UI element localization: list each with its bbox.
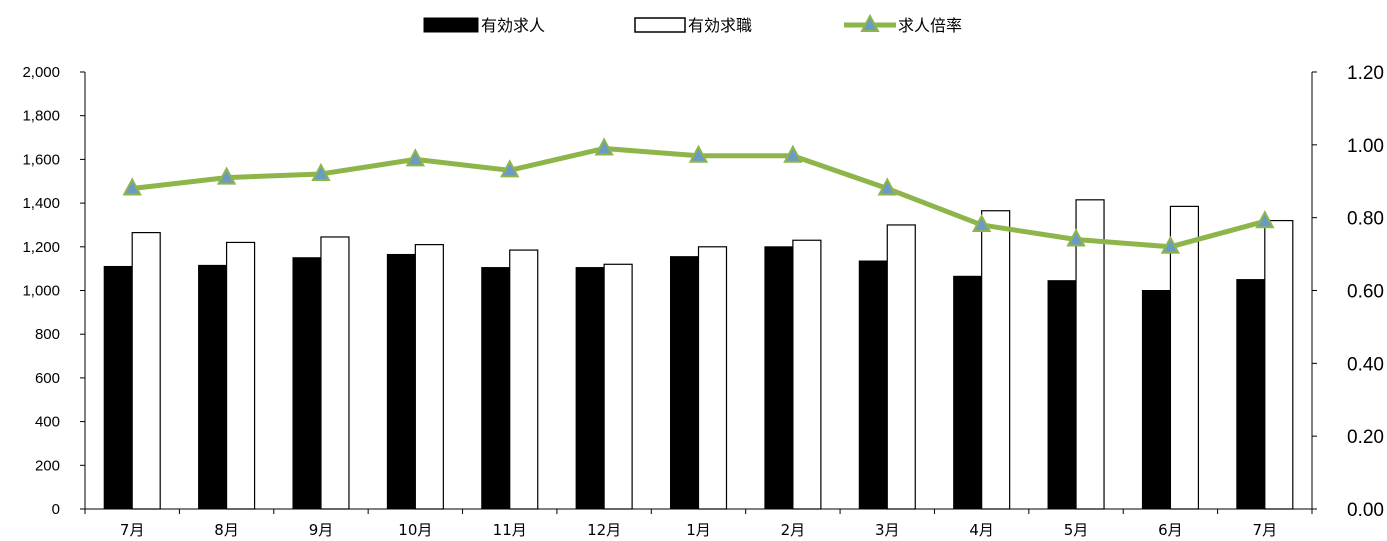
x-tick-label: 11月	[493, 521, 527, 539]
legend-label-job-seekers: 有効求職	[688, 16, 752, 35]
bars	[103, 199, 1294, 510]
ratio-marker	[311, 162, 331, 181]
ratio-marker	[1160, 235, 1181, 254]
bar-job-seekers	[1169, 205, 1200, 510]
y-left-tick-label: 1,200	[22, 239, 60, 256]
x-tick-label: 5月	[1064, 521, 1089, 539]
bar-job-seekers	[981, 210, 1011, 510]
x-tick-label: 7月	[1253, 521, 1278, 539]
legend-swatch-job-seekers	[634, 17, 686, 33]
bar-job-seekers	[1075, 199, 1105, 510]
bar-job-openings	[198, 264, 228, 510]
y-right-tick-label: 0.00	[1347, 500, 1384, 521]
bar-job-openings	[292, 257, 322, 510]
y-left-tick-label: 800	[35, 326, 60, 343]
bar-job-seekers	[603, 263, 633, 510]
x-tick-label: 4月	[969, 521, 994, 539]
bar-job-openings	[953, 275, 983, 510]
legend: 有効求人 有効求職 求人倍率	[423, 13, 962, 35]
bar-job-seekers	[1264, 219, 1294, 510]
y-left-tick-label: 400	[35, 414, 60, 431]
y-left-tick-label: 1,000	[22, 283, 60, 300]
bar-job-openings	[764, 246, 794, 510]
ratio-marker	[500, 159, 520, 178]
bar-job-seekers	[697, 246, 728, 510]
bar-job-seekers	[792, 239, 822, 510]
legend-swatch-job-openings	[423, 17, 479, 33]
ratio-line-series	[122, 137, 1275, 254]
y-left-tick-label: 1,800	[22, 108, 60, 125]
ratio-marker	[971, 213, 992, 232]
x-tick-label: 6月	[1158, 521, 1183, 539]
bar-job-openings	[670, 256, 699, 510]
bar-job-seekers	[509, 249, 539, 510]
legend-label-job-openings: 有効求人	[481, 16, 545, 35]
bar-job-seekers	[225, 241, 256, 510]
ratio-marker	[1255, 210, 1275, 229]
ratio-marker	[1066, 228, 1086, 247]
x-tick-label: 10月	[398, 521, 432, 539]
y-right-tick-label: 1.00	[1347, 136, 1384, 157]
legend-swatch-ratio-marker	[860, 13, 880, 32]
ratio-marker	[688, 144, 709, 163]
y-left-tick-label: 200	[35, 457, 60, 474]
bar-job-seekers	[414, 244, 444, 510]
x-tick-label: 1月	[686, 521, 711, 539]
y-right-tick-label: 0.80	[1347, 209, 1384, 230]
bar-job-seekers	[131, 231, 161, 510]
ratio-marker	[122, 177, 142, 196]
ratio-marker	[216, 166, 237, 185]
x-tick-label: 8月	[214, 521, 239, 539]
x-tick-label: 7月	[120, 521, 145, 539]
bar-job-openings	[481, 267, 511, 510]
bar-job-seekers	[886, 224, 916, 510]
y-right-tick-label: 0.40	[1347, 354, 1384, 375]
bar-job-openings	[1047, 280, 1077, 510]
y-left-tick-label: 2,000	[22, 64, 60, 81]
y-right-tick-label: 0.20	[1347, 427, 1384, 448]
y-left-tick-label: 1,400	[22, 195, 60, 212]
bar-job-openings	[103, 265, 133, 510]
bar-job-openings	[1141, 290, 1171, 510]
bar-job-openings	[1236, 279, 1266, 510]
x-tick-label: 9月	[309, 521, 334, 539]
ratio-marker	[783, 144, 803, 163]
legend-label-ratio: 求人倍率	[898, 16, 962, 35]
axes: 0 200 400 600 800 1,000 1,200 1,400 1,600 1,800 2,…	[22, 63, 1384, 539]
bar-job-seekers	[320, 236, 350, 510]
ratio-marker	[594, 137, 614, 156]
y-left-tick-label: 600	[35, 370, 60, 387]
y-right-tick-label: 0.60	[1347, 282, 1384, 303]
y-left-tick-label: 1,600	[22, 151, 60, 168]
bar-job-openings	[858, 260, 888, 510]
ratio-marker	[405, 148, 426, 167]
bar-job-openings	[386, 253, 416, 510]
ratio-marker	[877, 177, 897, 196]
bar-job-openings	[575, 267, 605, 510]
y-left-tick-label: 0	[52, 501, 60, 518]
x-tick-label: 12月	[587, 521, 621, 539]
y-right-tick-label: 1.20	[1347, 63, 1384, 84]
x-tick-label: 3月	[875, 521, 900, 539]
x-tick-label: 2月	[781, 521, 806, 539]
